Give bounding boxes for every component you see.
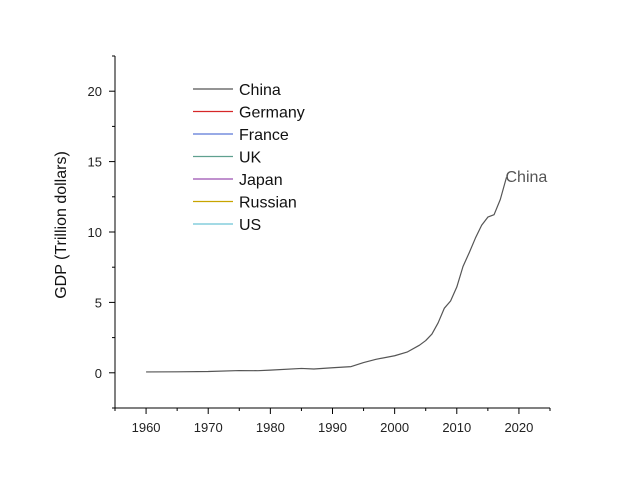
x-tick-label: 1960 [132, 420, 161, 435]
y-tick-label: 20 [88, 84, 102, 99]
series-line-china [146, 177, 508, 373]
axes: 1960 1970 1980 1990 2000 2010 2020 0 5 10 15 20 [88, 55, 551, 435]
y-tick-label: 5 [95, 295, 102, 310]
legend-label-germany: Germany [239, 105, 305, 122]
y-tick-label: 15 [88, 155, 102, 170]
y-axis-label: GDP (Trillion dollars) [53, 151, 70, 299]
legend-label-france: France [239, 127, 289, 144]
y-tick-label: 0 [95, 366, 102, 381]
x-tick-label: 1980 [256, 420, 285, 435]
x-tick-label: 2020 [504, 420, 533, 435]
x-tick-label: 1970 [194, 420, 223, 435]
legend-label-uk: UK [239, 150, 262, 167]
x-tick-label: 2010 [442, 420, 471, 435]
legend-label-russian: Russian [239, 195, 297, 212]
x-tick-label: 1990 [318, 420, 347, 435]
legend-label-china: China [239, 82, 281, 99]
series-layer [146, 177, 508, 373]
y-tick-label: 10 [88, 225, 102, 240]
legend-label-japan: Japan [239, 172, 283, 189]
annotations: China [506, 169, 548, 186]
annotation-label: China [506, 169, 548, 186]
x-tick-label: 2000 [380, 420, 409, 435]
legend: China Germany France UK Japan Russian US [193, 82, 305, 234]
legend-label-us: US [239, 217, 261, 234]
